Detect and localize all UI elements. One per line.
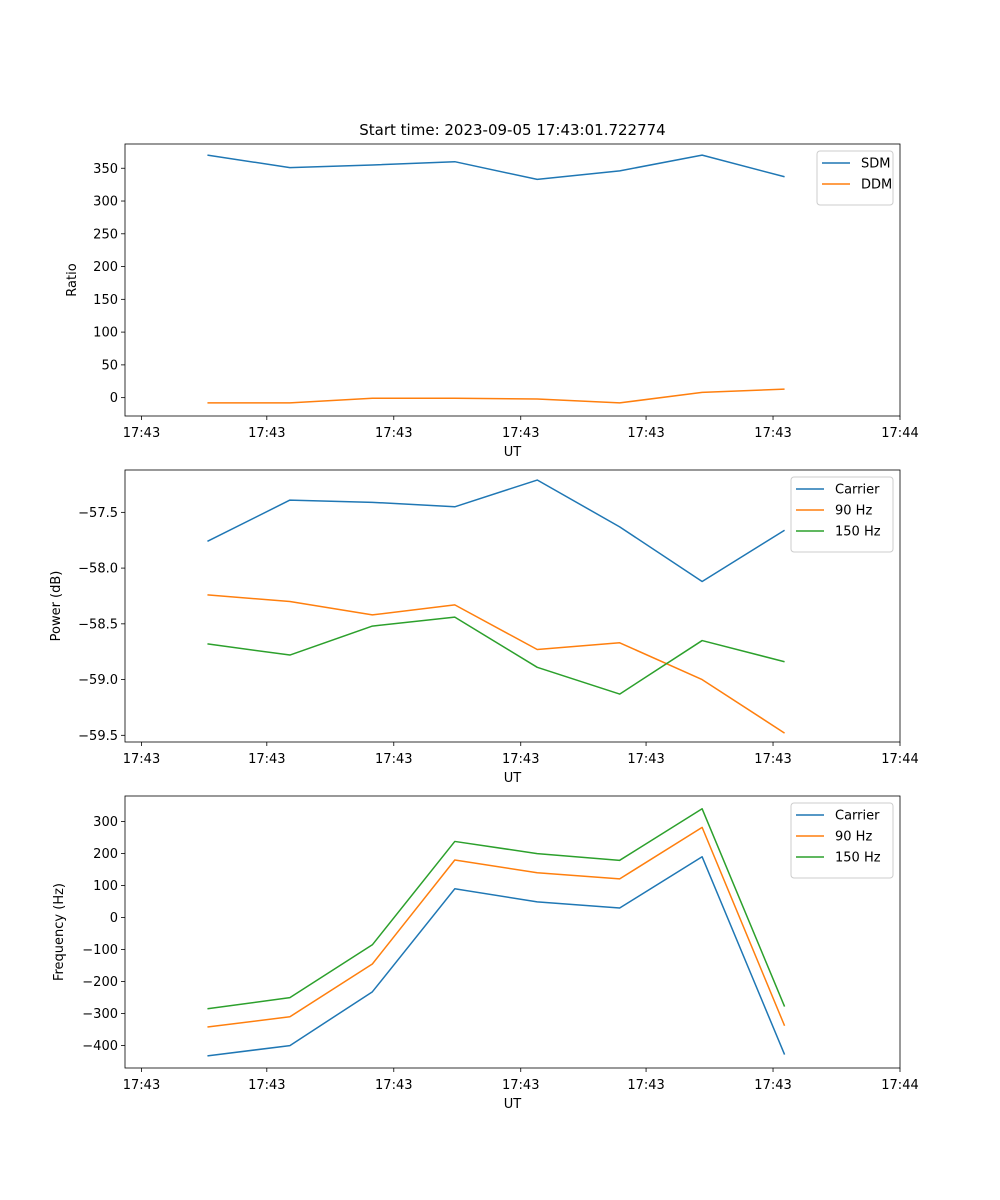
legend-label: 90 Hz xyxy=(835,504,872,519)
x-tick-label: 17:43 xyxy=(627,1078,664,1093)
y-tick-label: −300 xyxy=(82,1007,118,1022)
series-line-90-hz xyxy=(207,826,786,1028)
y-tick-label: 0 xyxy=(110,391,118,406)
axes-frame xyxy=(124,143,901,417)
x-tick-label: 17:43 xyxy=(123,426,160,441)
y-tick-label: −200 xyxy=(82,975,118,990)
x-axis-label: UT xyxy=(504,445,522,460)
legend-label: DDM xyxy=(861,178,892,193)
legend-box xyxy=(816,150,894,206)
y-tick-label: −59.0 xyxy=(78,673,118,688)
series-line-90-hz xyxy=(207,594,785,734)
x-tick-label: 17:43 xyxy=(375,426,412,441)
y-tick-label: 50 xyxy=(101,358,118,373)
x-tick-label: 17:43 xyxy=(754,752,791,767)
y-tick-label: 150 xyxy=(93,293,118,308)
y-tick-label: −58.5 xyxy=(78,617,118,632)
chart-panel-2: 17:43 17:43 17:43 17:43 17:43 17:43 17:44 −59.5… xyxy=(49,469,919,786)
axes-frame xyxy=(124,469,901,743)
y-tick-label: −100 xyxy=(82,943,118,958)
legend-label: 150 Hz xyxy=(835,525,881,540)
y-tick-label: 200 xyxy=(93,847,118,862)
series-line-sdm xyxy=(207,154,785,181)
chart-panel-1: 17:43 17:43 17:43 17:43 17:43 17:43 17:44 0 50 10… xyxy=(65,143,919,460)
x-tick-label: 17:43 xyxy=(502,426,539,441)
y-axis-label: Ratio xyxy=(65,263,80,296)
legend-label: 90 Hz xyxy=(835,830,872,845)
x-tick-label: 17:43 xyxy=(123,752,160,767)
y-tick-label: −57.5 xyxy=(78,506,118,521)
y-tick-label: 100 xyxy=(93,326,118,341)
series-line-150-hz xyxy=(207,808,786,1010)
x-tick-label: 17:43 xyxy=(375,1078,412,1093)
y-tick-label: −400 xyxy=(82,1039,118,1054)
x-tick-label: 17:43 xyxy=(502,752,539,767)
legend: Carrier 90 Hz 150 Hz xyxy=(790,476,894,553)
x-tick-label: 17:43 xyxy=(123,1078,160,1093)
legend-box xyxy=(790,802,894,879)
legend-label: Carrier xyxy=(835,809,880,824)
x-tick-label: 17:43 xyxy=(627,426,664,441)
series-line-carrier xyxy=(207,856,786,1057)
y-tick-label: 0 xyxy=(110,911,118,926)
y-tick-label: 100 xyxy=(93,879,118,894)
panels: 17:43 17:43 17:43 17:43 17:43 17:43 17:44 0 50 10… xyxy=(49,143,919,1112)
legend: SDM DDM xyxy=(816,150,894,206)
y-tick-label: 250 xyxy=(93,227,118,242)
x-tick-label: 17:43 xyxy=(375,752,412,767)
series-line-carrier xyxy=(207,479,785,583)
y-axis-label: Power (dB) xyxy=(49,571,64,642)
y-tick-label: 350 xyxy=(93,162,118,177)
y-axis-label: Frequency (Hz) xyxy=(52,883,67,981)
x-tick-label: 17:43 xyxy=(502,1078,539,1093)
x-tick-label: 17:43 xyxy=(248,1078,285,1093)
y-tick-label: −59.5 xyxy=(78,729,118,744)
x-tick-label: 17:44 xyxy=(881,752,918,767)
legend-label: 150 Hz xyxy=(835,851,881,866)
legend: Carrier 90 Hz 150 Hz xyxy=(790,802,894,879)
y-tick-label: −58.0 xyxy=(78,562,118,577)
chart-panel-3: 17:43 17:43 17:43 17:43 17:43 17:43 17:44 −400 −… xyxy=(52,795,919,1112)
x-tick-label: 17:43 xyxy=(248,752,285,767)
y-tick-label: 300 xyxy=(93,815,118,830)
legend-box xyxy=(790,476,894,553)
y-tick-label: 300 xyxy=(93,195,118,210)
x-tick-label: 17:44 xyxy=(881,426,918,441)
legend-label: Carrier xyxy=(835,483,880,498)
x-tick-label: 17:43 xyxy=(627,752,664,767)
series-line-ddm xyxy=(207,388,785,404)
x-tick-label: 17:43 xyxy=(248,426,285,441)
x-axis-label: UT xyxy=(504,771,522,786)
axes-frame xyxy=(124,795,901,1069)
y-tick-label: 200 xyxy=(93,260,118,275)
x-tick-label: 17:43 xyxy=(754,1078,791,1093)
series-line-150-hz xyxy=(207,616,785,695)
x-tick-label: 17:44 xyxy=(881,1078,918,1093)
x-axis-label: UT xyxy=(504,1097,522,1112)
x-tick-label: 17:43 xyxy=(754,426,791,441)
legend-label: SDM xyxy=(861,157,890,172)
chart-title: Start time: 2023-09-05 17:43:01.722774 xyxy=(359,121,665,139)
